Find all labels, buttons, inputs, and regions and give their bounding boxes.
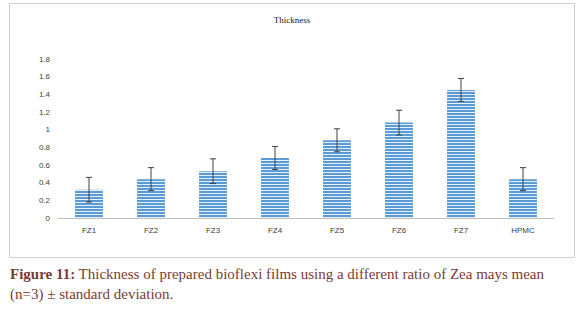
svg-text:1: 1	[46, 125, 51, 134]
svg-text:Thickness: Thickness	[274, 15, 311, 25]
svg-text:FZ2: FZ2	[144, 226, 159, 235]
svg-text:1.8: 1.8	[39, 55, 51, 64]
svg-text:FZ1: FZ1	[82, 226, 97, 235]
svg-text:HPMC: HPMC	[511, 226, 535, 235]
svg-text:1.2: 1.2	[39, 108, 51, 117]
svg-text:FZ4: FZ4	[268, 226, 283, 235]
svg-text:FZ7: FZ7	[454, 226, 469, 235]
svg-text:0.2: 0.2	[39, 196, 51, 205]
svg-text:FZ6: FZ6	[392, 226, 407, 235]
svg-text:FZ5: FZ5	[330, 226, 345, 235]
svg-text:0.4: 0.4	[39, 178, 51, 187]
svg-text:FZ3: FZ3	[206, 226, 221, 235]
svg-text:0.6: 0.6	[39, 161, 51, 170]
html-text:Figure 11: Thickness of prepar: Figure 11: Thickness of prepared bioflex…	[10, 266, 544, 302]
svg-text:1.6: 1.6	[39, 72, 51, 81]
svg-text:0: 0	[46, 214, 51, 223]
svg-text:0.8: 0.8	[39, 143, 51, 152]
svg-text:1.4: 1.4	[39, 90, 51, 99]
